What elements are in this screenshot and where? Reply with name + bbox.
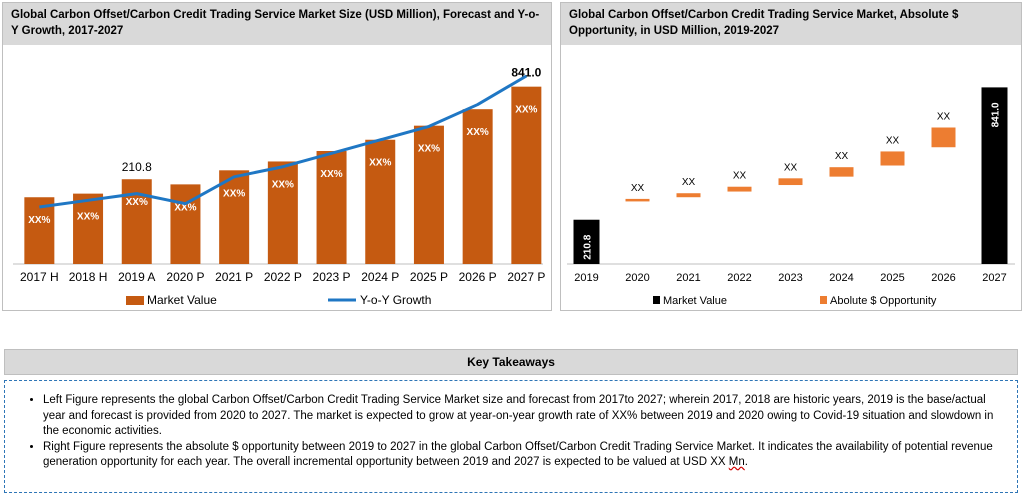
right-chart-title: Global Carbon Offset/Carbon Credit Tradi…	[561, 3, 1021, 45]
bar-growth-label: XX%	[174, 202, 196, 213]
absolute-opportunity-chart: 2019 210.8 2020 XX 2021 XX 2022 XX 2023 XX 2024 XX 2…	[567, 87, 1015, 307]
legend-opportunity-swatch	[820, 296, 827, 304]
bar-growth-label: XX%	[28, 215, 50, 226]
opportunity-bar	[676, 193, 701, 198]
opportunity-label: XX	[784, 162, 798, 173]
x-tick-label: 2024 P	[361, 270, 399, 284]
x-tick-label: 2026 P	[459, 270, 497, 284]
bar-value-label: 210.8	[583, 234, 594, 259]
bar-growth-label: XX%	[77, 212, 99, 223]
opportunity-label: XX	[835, 151, 849, 162]
market-size-chart: XX% 2017 H XX% 2018 H XX% 2019 A 210.8 XX% 2020 …	[13, 66, 545, 307]
takeaways-list: Left Figure represents the global Carbon…	[31, 393, 1003, 471]
legend-market-value-label: Market Value	[147, 293, 217, 307]
x-tick-label: 2022	[727, 272, 751, 284]
takeaway-bullet-unit: Mn	[728, 456, 745, 468]
yoy-growth-line	[39, 74, 528, 209]
opportunity-bar	[727, 186, 752, 192]
market-value-bar	[413, 125, 444, 264]
market-value-bar	[73, 193, 104, 264]
bar-growth-label: XX%	[369, 158, 391, 169]
opportunity-bar	[829, 167, 854, 177]
bar-growth-label: XX%	[126, 197, 148, 208]
x-tick-label: 2023	[778, 272, 802, 284]
x-tick-label: 2023 P	[313, 270, 351, 284]
market-value-bar	[121, 179, 152, 264]
x-tick-label: 2024	[829, 272, 853, 284]
opportunity-label: XX	[733, 171, 747, 182]
x-tick-label: 2027 P	[507, 270, 545, 284]
bar-growth-label: XX%	[223, 188, 245, 199]
bar-growth-label: XX%	[515, 105, 537, 116]
legend-market-value-label: Market Value	[663, 295, 727, 307]
legend-opportunity-label: Abolute $ Opportunity	[830, 295, 937, 307]
market-value-bar	[267, 161, 298, 264]
x-tick-label: 2022 P	[264, 270, 302, 284]
x-tick-label: 2017 H	[20, 270, 59, 284]
opportunity-label: XX	[886, 135, 900, 146]
key-takeaways-header: Key Takeaways	[4, 349, 1018, 375]
legend-market-value-swatch	[653, 296, 660, 304]
key-takeaways-section: Key Takeaways Left Figure represents the…	[4, 349, 1018, 495]
opportunity-label: XX	[682, 177, 696, 188]
market-value-bar	[511, 86, 542, 264]
x-tick-label: 2019	[574, 272, 598, 284]
x-tick-label: 2021 P	[215, 270, 253, 284]
opportunity-bar	[931, 127, 956, 148]
bar-growth-label: XX%	[418, 144, 440, 155]
x-tick-label: 2020 P	[166, 270, 204, 284]
legend-market-value-swatch	[126, 296, 144, 305]
opportunity-label: XX	[631, 183, 645, 194]
takeaway-bullet-text: Right Figure represents the absolute $ o…	[43, 440, 993, 469]
x-tick-label: 2018 H	[69, 270, 108, 284]
opportunity-bar	[778, 178, 803, 186]
takeaway-bullet: Left Figure represents the global Carbon…	[43, 393, 1003, 440]
bar-value-label: 210.8	[122, 160, 152, 174]
left-chart-title: Global Carbon Offset/Carbon Credit Tradi…	[3, 3, 551, 45]
x-tick-label: 2019 A	[118, 270, 155, 284]
opportunity-bar	[625, 198, 650, 202]
market-value-bar	[981, 87, 1008, 264]
bar-value-label: 841.0	[991, 102, 1002, 127]
bar-growth-label: XX%	[320, 169, 342, 180]
opportunity-label: XX	[937, 112, 951, 123]
market-value-bar	[462, 109, 493, 265]
market-value-bar	[365, 139, 396, 264]
legend-yoy-label: Y-o-Y Growth	[360, 293, 431, 307]
market-value-bar	[24, 197, 55, 264]
x-tick-label: 2026	[931, 272, 955, 284]
market-value-bar	[573, 219, 600, 264]
market-value-bar	[219, 170, 250, 264]
bar-growth-label: XX%	[467, 127, 489, 138]
takeaway-bullet-period: .	[744, 456, 748, 468]
x-tick-label: 2025	[880, 272, 904, 284]
opportunity-bar	[880, 151, 905, 166]
left-chart-panel: Global Carbon Offset/Carbon Credit Tradi…	[2, 2, 552, 311]
x-tick-label: 2020	[625, 272, 649, 284]
key-takeaways-body: Left Figure represents the global Carbon…	[4, 380, 1018, 493]
x-tick-label: 2021	[676, 272, 700, 284]
x-tick-label: 2025 P	[410, 270, 448, 284]
x-tick-label: 2027	[982, 272, 1006, 284]
right-chart-panel: Global Carbon Offset/Carbon Credit Tradi…	[560, 2, 1022, 311]
bar-value-label: 841.0	[511, 66, 541, 80]
bar-growth-label: XX%	[272, 179, 294, 190]
takeaway-bullet: Right Figure represents the absolute $ o…	[43, 440, 1003, 471]
market-value-bar	[316, 151, 347, 264]
